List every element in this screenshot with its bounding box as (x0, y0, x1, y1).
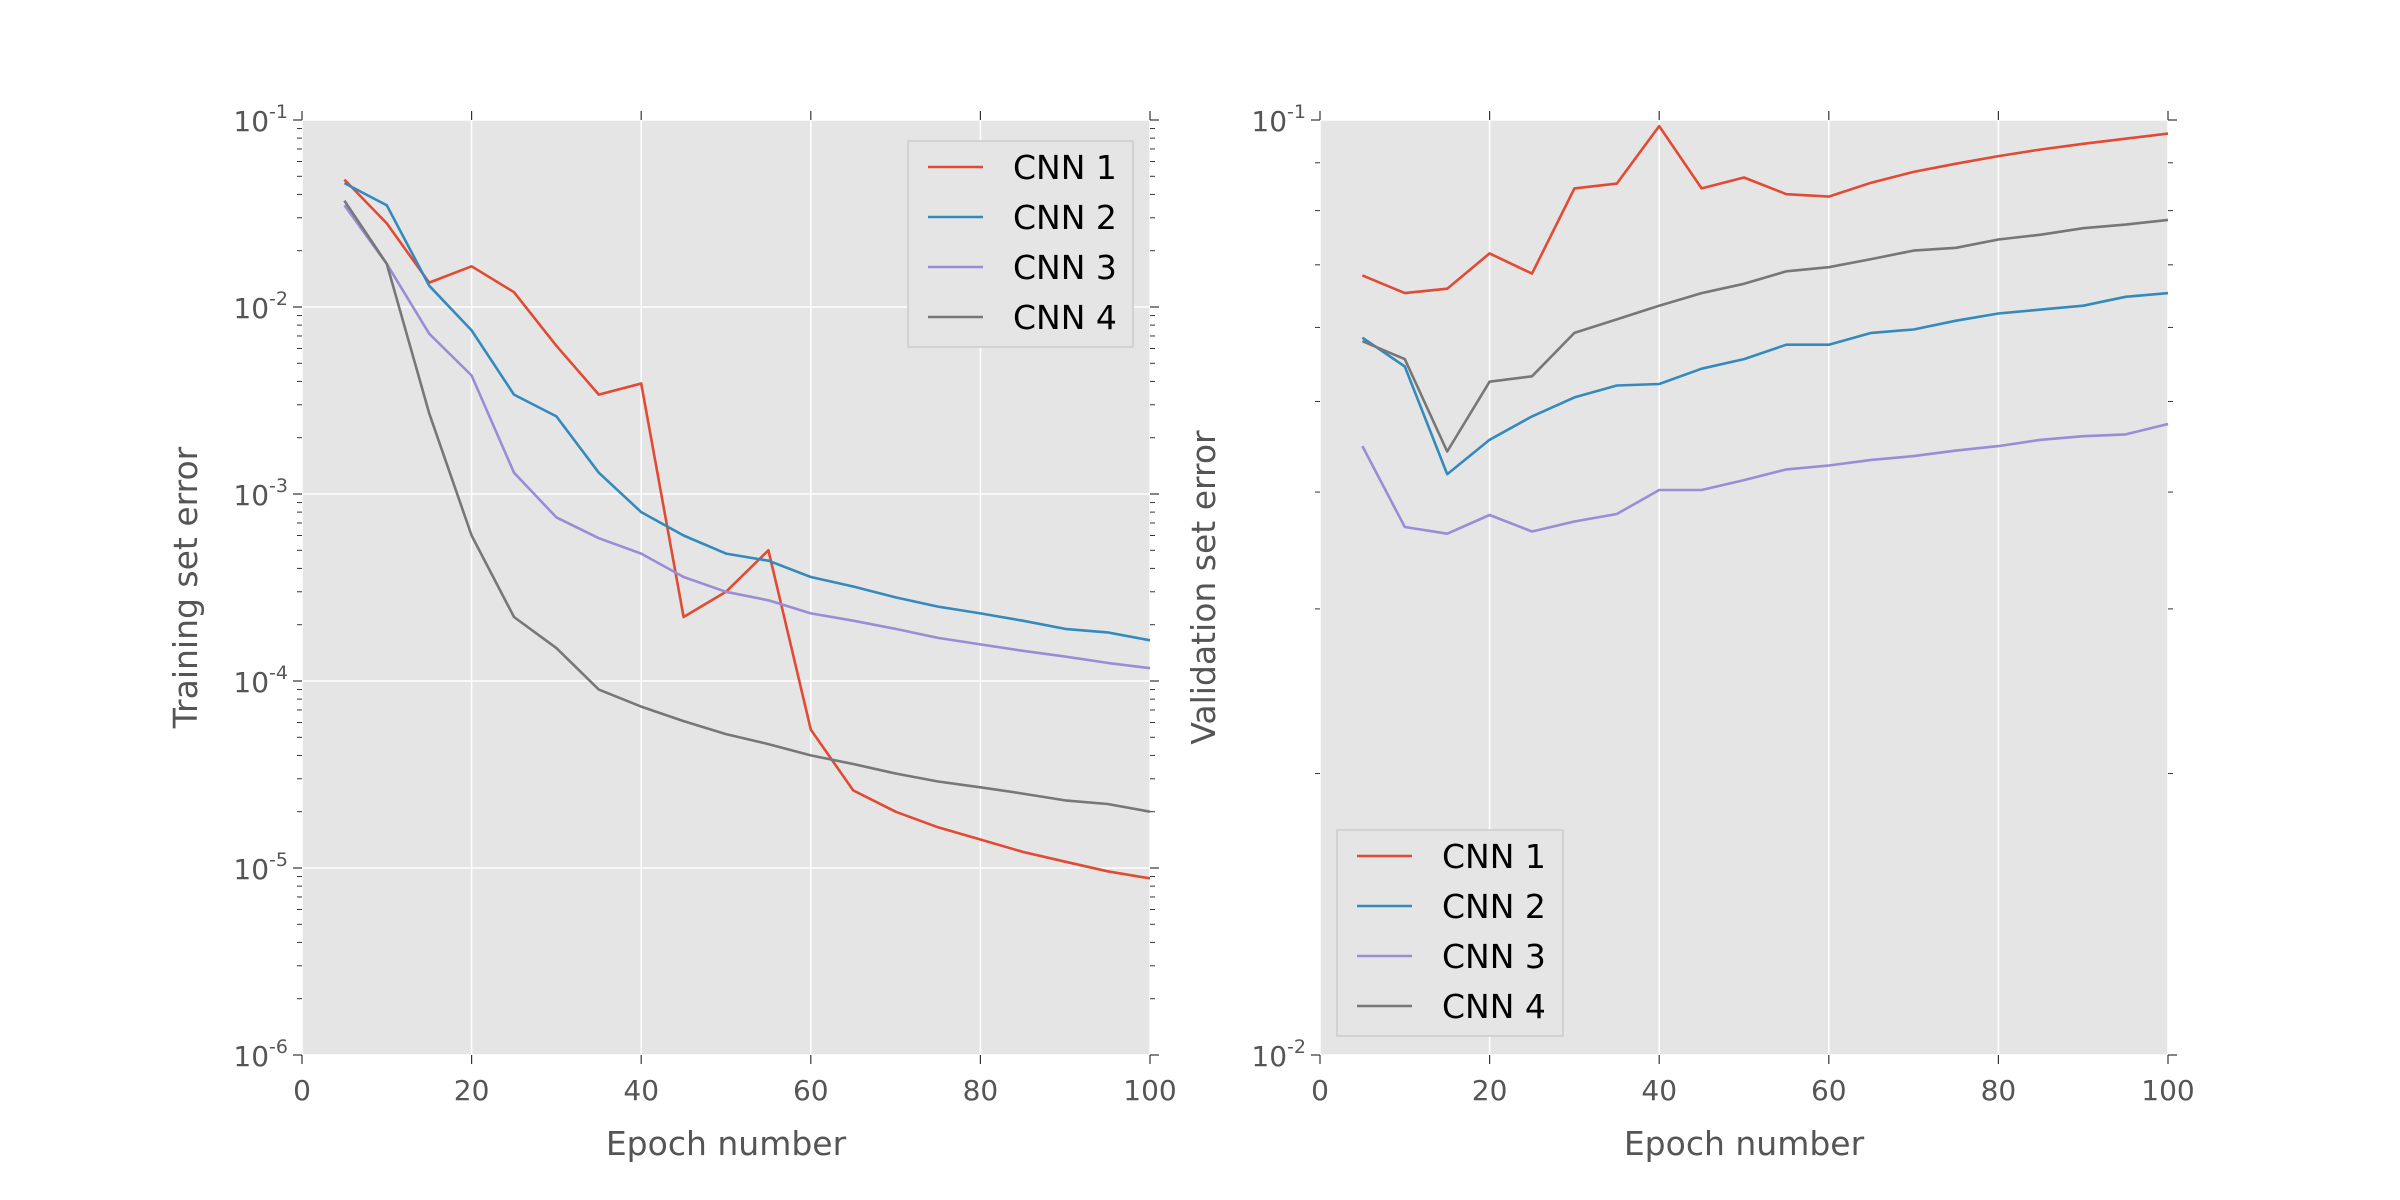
series-line-cnn-1 (1361, 124, 2169, 295)
y-tick-label: 10-6 (233, 1036, 288, 1073)
x-tick-label: 60 (793, 1074, 829, 1107)
y-axis-label: Validation set error (1184, 430, 1223, 745)
legend-label: CNN 1 (1442, 837, 1546, 876)
x-tick-label: 60 (1811, 1074, 1847, 1107)
y-tick-label: 10-1 (233, 101, 288, 138)
y-tick-label: 10-3 (233, 475, 288, 512)
legend-label: CNN 3 (1442, 937, 1546, 976)
chart-panel-1: 0 20 40 60 80 100 10-6 10-5 10-4 10-3 10-2 10-1 Epoc… (166, 101, 1177, 1163)
x-tick-label: 100 (1123, 1074, 1176, 1107)
series-line-cnn-4 (1361, 218, 2169, 453)
x-tick-label: 0 (1311, 1074, 1329, 1107)
legend-label: CNN 4 (1013, 298, 1117, 337)
x-axis-label: Epoch number (1624, 1124, 1865, 1163)
x-tick-label: 80 (1981, 1074, 2017, 1107)
y-tick-label: 10-2 (1251, 1036, 1306, 1073)
series-line-cnn-2 (343, 181, 1151, 642)
series-line-cnn-1 (343, 178, 1151, 880)
legend-label: CNN 2 (1013, 198, 1117, 237)
series-line-cnn-3 (343, 204, 1151, 670)
legend-box (907, 140, 1134, 348)
y-tick-label: 10-5 (233, 849, 288, 886)
legend-label: CNN 1 (1013, 148, 1117, 187)
x-tick-label: 0 (293, 1074, 311, 1107)
x-tick-label: 20 (454, 1074, 490, 1107)
y-axis-label: Training set error (166, 446, 205, 729)
x-tick-label: 100 (2141, 1074, 2194, 1107)
legend: CNN 1 CNN 2 CNN 3 CNN 4 (1336, 829, 1564, 1037)
x-tick-label: 40 (1641, 1074, 1677, 1107)
legend-box (1336, 829, 1564, 1037)
y-tick-label: 10-1 (1251, 101, 1306, 138)
legend-label: CNN 3 (1013, 248, 1117, 287)
x-tick-label: 40 (623, 1074, 659, 1107)
series-line-cnn-3 (1361, 422, 2169, 536)
x-tick-label: 20 (1472, 1074, 1508, 1107)
y-tick-label: 10-4 (233, 662, 288, 699)
legend-label: CNN 4 (1442, 987, 1546, 1026)
chart-panel-2: 0 20 40 60 80 100 10-2 10-1 Epoch number Validati… (1184, 101, 2195, 1163)
y-tick-label: 10-2 (233, 288, 288, 325)
legend-label: CNN 2 (1442, 887, 1546, 926)
legend: CNN 1 CNN 2 CNN 3 CNN 4 (907, 140, 1134, 348)
x-tick-label: 80 (963, 1074, 999, 1107)
series-line-cnn-4 (343, 199, 1151, 813)
x-axis-label: Epoch number (606, 1124, 847, 1163)
series-line-cnn-2 (1361, 291, 2169, 476)
